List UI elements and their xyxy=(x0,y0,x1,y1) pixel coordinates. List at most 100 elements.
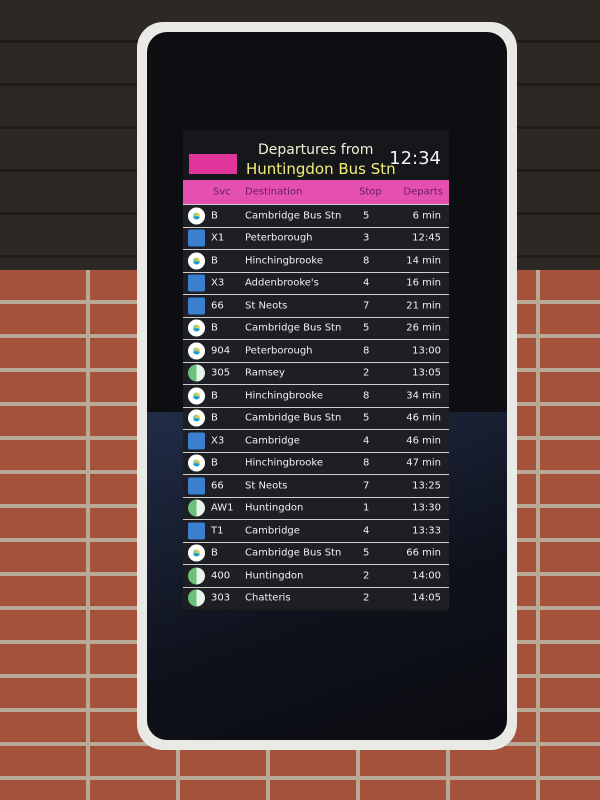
departure-time: 34 min xyxy=(406,390,441,402)
destination: Addenbrooke's xyxy=(245,277,319,289)
departure-time: 47 min xyxy=(406,457,441,469)
departure-time: 6 min xyxy=(412,210,441,222)
stop-number: 1 xyxy=(363,502,370,514)
busway-icon xyxy=(188,207,205,225)
service-number: 303 xyxy=(211,592,231,604)
service-number: B xyxy=(211,457,218,469)
green-operator-icon xyxy=(188,499,205,517)
destination: Cambridge Bus Stn xyxy=(245,547,342,559)
destination: Hinchingbrooke xyxy=(245,255,323,267)
stop-number: 5 xyxy=(363,547,370,559)
departure-row: B Hinchingbrooke 8 14 min xyxy=(183,249,449,272)
departure-row: B Hinchingbrooke 8 34 min xyxy=(183,384,449,407)
stop-number: 8 xyxy=(363,390,370,402)
service-number: B xyxy=(211,412,218,424)
service-number: B xyxy=(211,390,218,402)
bus-icon xyxy=(188,477,205,495)
service-number: B xyxy=(211,255,218,267)
stop-number: 8 xyxy=(363,457,370,469)
busway-icon xyxy=(188,319,205,337)
stop-number: 7 xyxy=(363,300,370,312)
destination: St Neots xyxy=(245,300,288,312)
destination: Peterborough xyxy=(245,232,313,244)
service-number: B xyxy=(211,547,218,559)
stop-number: 8 xyxy=(363,345,370,357)
destination: Peterborough xyxy=(245,345,313,357)
service-number: AW1 xyxy=(211,502,234,514)
departure-time: 46 min xyxy=(406,412,441,424)
service-number: B xyxy=(211,322,218,334)
busway-icon xyxy=(188,342,205,360)
destination: Hinchingbrooke xyxy=(245,390,323,402)
departure-time: 13:05 xyxy=(412,367,441,379)
departure-time: 26 min xyxy=(406,322,441,334)
service-number: 904 xyxy=(211,345,231,357)
departure-row: 904 Peterborough 8 13:00 xyxy=(183,339,449,362)
stop-number: 2 xyxy=(363,592,370,604)
stop-number: 2 xyxy=(363,570,370,582)
busway-icon xyxy=(188,454,205,472)
departure-row: AW1 Huntingdon 1 13:30 xyxy=(183,496,449,519)
header-svc: Svc xyxy=(213,186,231,198)
busway-icon xyxy=(188,409,205,427)
service-number: B xyxy=(211,210,218,222)
busway-icon xyxy=(188,387,205,405)
departure-row: X3 Cambridge 4 46 min xyxy=(183,429,449,452)
destination: Cambridge xyxy=(245,525,300,537)
bus-icon xyxy=(188,229,205,247)
departure-time: 13:33 xyxy=(412,525,441,537)
departure-time: 14:00 xyxy=(412,570,441,582)
green-operator-icon xyxy=(188,364,205,382)
destination: Huntingdon xyxy=(245,502,304,514)
departure-time: 46 min xyxy=(406,435,441,447)
service-number: X3 xyxy=(211,277,225,289)
stop-number: 8 xyxy=(363,255,370,267)
bus-icon xyxy=(188,432,205,450)
departure-row: 303 Chatteris 2 14:05 xyxy=(183,586,449,609)
departure-time: 14 min xyxy=(406,255,441,267)
departure-time: 13:25 xyxy=(412,480,441,492)
service-number: T1 xyxy=(211,525,224,537)
stop-number: 5 xyxy=(363,322,370,334)
destination: Cambridge Bus Stn xyxy=(245,210,342,222)
destination: Hinchingbrooke xyxy=(245,457,323,469)
stop-number: 2 xyxy=(363,367,370,379)
bus-icon xyxy=(188,274,205,292)
stop-number: 4 xyxy=(363,525,370,537)
departure-time: 21 min xyxy=(406,300,441,312)
service-number: X3 xyxy=(211,435,225,447)
stop-number: 5 xyxy=(363,210,370,222)
departure-row: B Cambridge Bus Stn 5 6 min xyxy=(183,204,449,227)
destination: Huntingdon xyxy=(245,570,304,582)
departure-board: Departures from Huntingdon Bus Stn 12:34… xyxy=(183,130,449,612)
bus-icon xyxy=(188,297,205,315)
departure-row: 305 Ramsey 2 13:05 xyxy=(183,361,449,384)
destination: Chatteris xyxy=(245,592,291,604)
departure-row: B Hinchingbrooke 8 47 min xyxy=(183,451,449,474)
clock: 12:34 xyxy=(389,148,441,169)
stop-number: 5 xyxy=(363,412,370,424)
departure-time: 13:30 xyxy=(412,502,441,514)
busway-icon xyxy=(188,252,205,270)
departure-list: B Cambridge Bus Stn 5 6 min X1 Peterborough 3 1… xyxy=(183,204,449,609)
title-line1: Departures from xyxy=(258,142,374,158)
service-number: 66 xyxy=(211,480,224,492)
departure-row: 66 St Neots 7 13:25 xyxy=(183,474,449,497)
departure-time: 16 min xyxy=(406,277,441,289)
header-departs: Departs xyxy=(403,186,443,198)
service-number: 305 xyxy=(211,367,231,379)
departure-time: 13:00 xyxy=(412,345,441,357)
destination: St Neots xyxy=(245,480,288,492)
departure-row: B Cambridge Bus Stn 5 26 min xyxy=(183,316,449,339)
board-header: Departures from Huntingdon Bus Stn 12:34 xyxy=(183,130,449,180)
departure-row: B Cambridge Bus Stn 5 66 min xyxy=(183,541,449,564)
departure-row: T1 Cambridge 4 13:33 xyxy=(183,519,449,542)
service-number: X1 xyxy=(211,232,225,244)
bus-icon xyxy=(188,522,205,540)
header-destination: Destination xyxy=(245,186,303,198)
green-operator-icon xyxy=(188,589,205,607)
header-stop: Stop xyxy=(359,186,382,198)
departure-row: 66 St Neots 7 21 min xyxy=(183,294,449,317)
stop-number: 3 xyxy=(363,232,370,244)
departure-row: B Cambridge Bus Stn 5 46 min xyxy=(183,406,449,429)
